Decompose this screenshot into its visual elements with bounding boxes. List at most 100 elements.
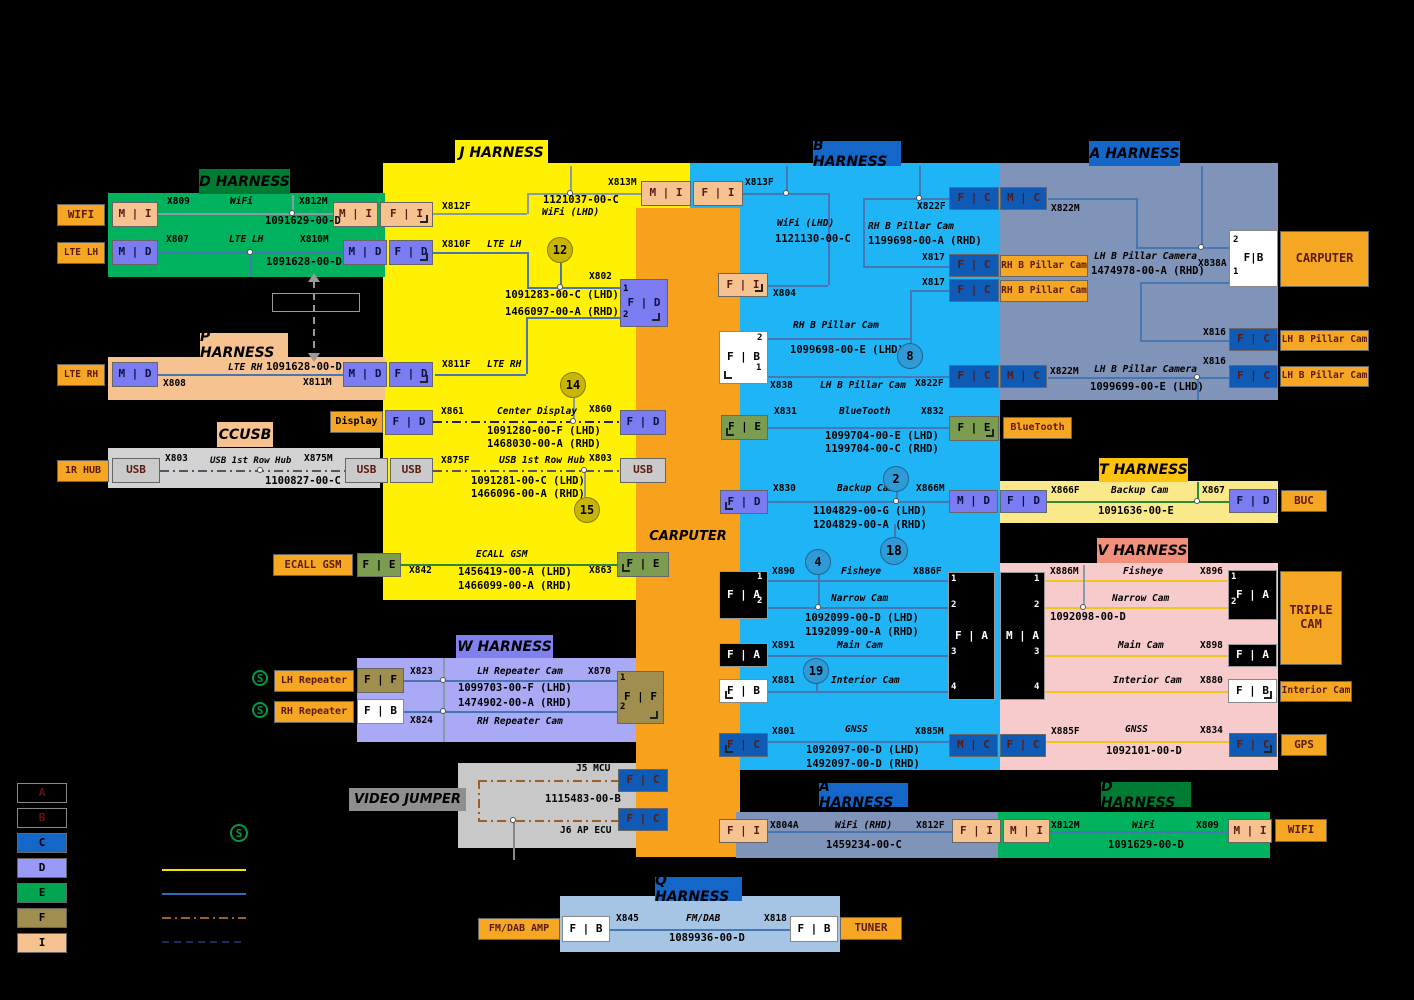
legend-line-yellow	[162, 869, 246, 871]
wire-stub	[818, 575, 820, 607]
junction-dot	[1080, 604, 1086, 610]
label-x824: X824	[410, 715, 433, 726]
callout-8: 8	[897, 343, 923, 369]
wire-stub	[894, 524, 896, 538]
connector-x866m: M | D	[949, 490, 998, 513]
keying-corner-icon	[725, 745, 733, 753]
part-number: 1099699-00-E (LHD)	[1090, 381, 1204, 393]
label-x813f: X813F	[745, 177, 774, 188]
device-rh-repeater: RH Repeater	[274, 701, 354, 723]
wire-wifi-b	[768, 285, 828, 287]
part-number: 1091280-00-F (LHD)	[487, 425, 601, 437]
title-t-harness: T HARNESS	[1099, 458, 1188, 482]
port-2: 2	[951, 600, 957, 610]
port-1: 1	[623, 284, 629, 294]
label-x816-2: X816	[1203, 356, 1226, 367]
connector-x822f-2: F | C	[949, 365, 999, 388]
connector-j6-ap-ecu: F | C	[618, 808, 668, 831]
wire-fmdab	[610, 929, 790, 931]
label-fisheye-v: Fisheye	[1123, 566, 1164, 577]
part-number: 1099698-00-E (LHD)	[790, 344, 904, 356]
connector-mi: M | I	[112, 202, 158, 227]
connector-x863: F | E	[617, 552, 669, 577]
label-x823: X823	[410, 666, 433, 677]
connector-x818: F | B	[790, 916, 838, 942]
part-number: 1204829-00-A (RHD)	[813, 519, 927, 531]
wire-stub	[513, 820, 515, 860]
port-3: 3	[1034, 647, 1040, 657]
part-number: 1474902-00-A (RHD)	[458, 697, 572, 709]
keying-corner-icon	[652, 313, 660, 321]
wire-lh-bpillar-a	[1136, 247, 1229, 249]
junction-dot	[570, 418, 576, 424]
label-wifi-lhd: WiFi (LHD)	[542, 207, 600, 218]
label-x838a: X838A	[1198, 258, 1227, 269]
port-1: 1	[1233, 267, 1239, 277]
wire-lte-rh-j	[526, 317, 528, 374]
label-x875m: X875M	[304, 453, 333, 464]
connector-x845: F | B	[562, 916, 610, 942]
connector-x866f: F | D	[1000, 490, 1047, 513]
label-lh-b-pillar-cam: LH B Pillar Cam	[820, 380, 906, 391]
wire-stub	[292, 195, 294, 214]
wire-stub	[919, 166, 921, 198]
junction-dot	[289, 210, 295, 216]
device-fmdab-amp: FM/DAB AMP	[478, 918, 560, 940]
label-fisheye: Fisheye	[841, 566, 882, 577]
connector-x898: F | A	[1228, 644, 1277, 667]
part-number: 1091283-00-C (LHD)	[505, 289, 619, 301]
wire-stub	[570, 166, 572, 193]
part-number: 1104829-00-G (LHD)	[813, 505, 927, 517]
label-x838: X838	[770, 380, 793, 391]
label-main-cam: Main Cam	[837, 640, 883, 651]
callout-2: 2	[883, 466, 909, 492]
connector-x817: F | C	[949, 254, 999, 277]
device-bluetooth: BlueTooth	[1003, 417, 1072, 439]
wire-dp-link	[313, 281, 315, 353]
connector-x896: F | A	[1228, 570, 1277, 620]
wire-stub	[1083, 565, 1085, 607]
connector-x801: F | C	[719, 733, 768, 757]
region-video-jumper	[458, 763, 636, 848]
wire-stub	[1197, 482, 1199, 501]
junction-dot	[1198, 244, 1204, 250]
junction-dot	[1194, 374, 1200, 380]
part-number: 1091629-00-D	[265, 215, 341, 227]
label-interior-cam-v: Interior Cam	[1113, 675, 1182, 686]
title-w-harness: W HARNESS	[456, 635, 553, 658]
label-x867: X867	[1202, 485, 1225, 496]
part-number: 1474978-00-A (RHD)	[1091, 265, 1205, 277]
label-x866m: X866M	[916, 483, 945, 494]
junction-dot	[440, 708, 446, 714]
junction-dot	[440, 677, 446, 683]
wire-lh-bpillar-a3	[1048, 377, 1229, 379]
device-carputer: CARPUTER	[1280, 231, 1369, 287]
label-x809: X809	[167, 196, 190, 207]
title-d-harness: D HARNESS	[199, 169, 290, 194]
device-wifi: WIFI	[57, 204, 105, 226]
port-3: 3	[951, 647, 957, 657]
label-gnss: GNSS	[845, 724, 868, 735]
connector-x885f: F | C	[1000, 734, 1046, 757]
wire-rh-bpillar-lhd	[767, 338, 910, 340]
connector-j5-mcu: F | C	[618, 769, 668, 792]
label-x810m: X810M	[300, 234, 329, 245]
label-ecall-gsm-signal: ECALL GSM	[476, 549, 528, 560]
port-1: 1	[1034, 574, 1040, 584]
label-x896: X896	[1200, 566, 1223, 577]
part-number: 1100827-00-C	[265, 475, 341, 487]
junction-dot	[581, 467, 587, 473]
connector-x811m: M | D	[343, 362, 387, 387]
port-1: 1	[756, 363, 762, 373]
connector-x810f: F | D	[389, 240, 433, 265]
label-x812f: X812F	[442, 201, 471, 212]
port-4: 4	[1034, 682, 1040, 692]
wire-lh-bpillar-a2	[1140, 282, 1142, 340]
label-x812m-bottom: X812M	[1051, 820, 1080, 831]
label-rh-b-pillar-cam: RH B Pillar Cam	[868, 221, 954, 232]
title-a-harness: A HARNESS	[1089, 141, 1180, 166]
label-x870: X870	[588, 666, 611, 677]
label-x861: X861	[441, 406, 464, 417]
wire-lte-rh-j	[435, 374, 526, 376]
